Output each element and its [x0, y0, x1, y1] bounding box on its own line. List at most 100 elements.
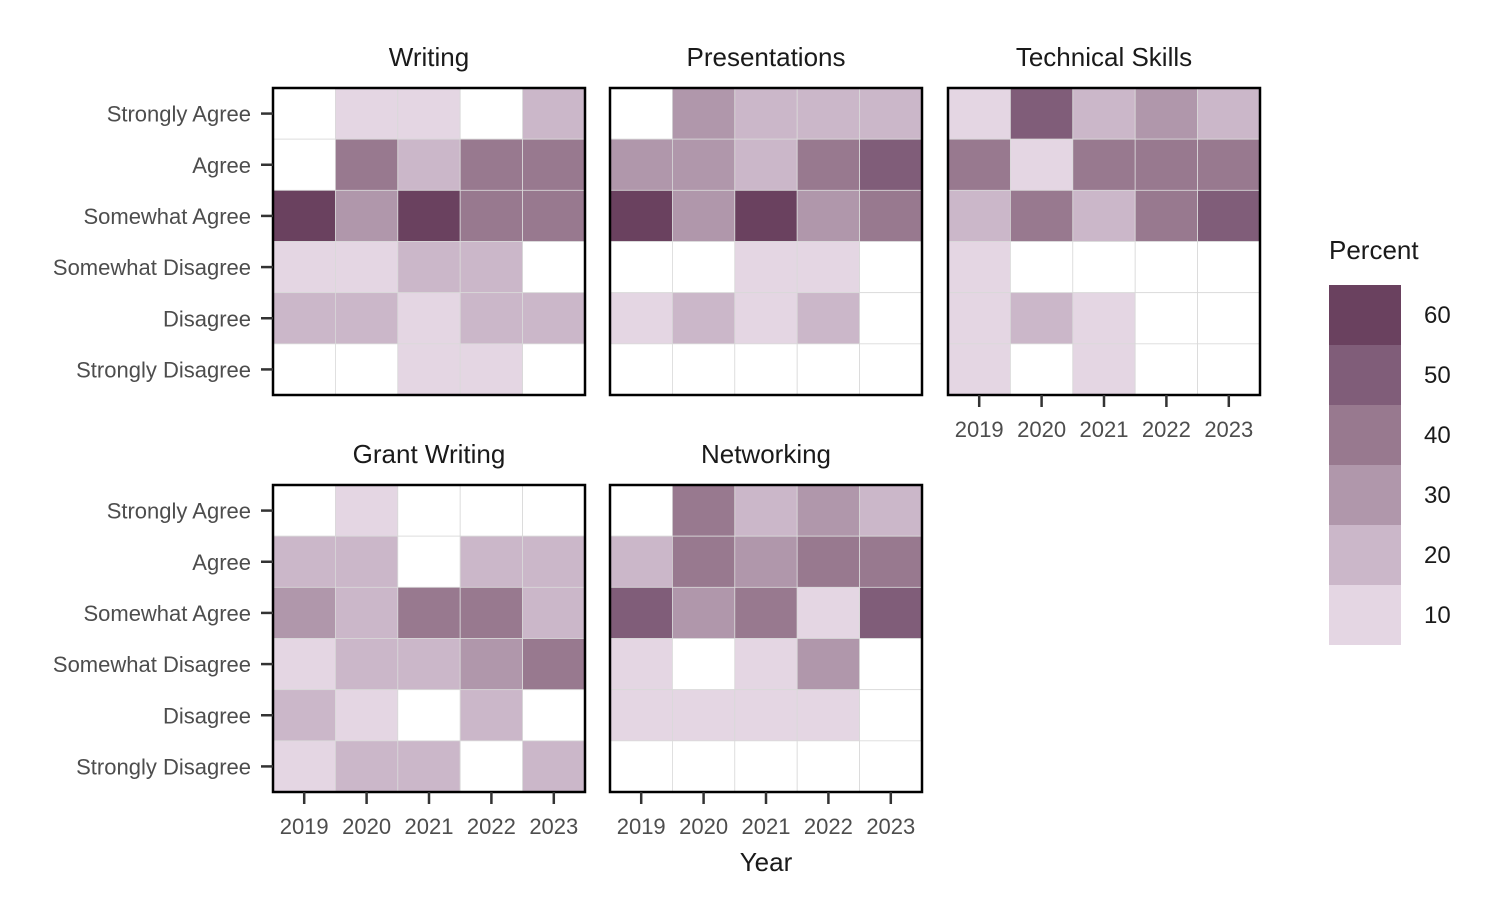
heatmap-cell — [459, 638, 524, 691]
legend-swatch — [1329, 405, 1401, 465]
heatmap-cell — [397, 484, 461, 537]
heatmap-cell — [672, 87, 736, 140]
heatmap-cell — [334, 638, 399, 691]
heatmap-cell — [522, 343, 586, 396]
heatmap-cell — [459, 535, 524, 588]
legend: Percent 60 50 40 30 20 10 — [1329, 235, 1451, 645]
heatmap-cell — [397, 241, 461, 294]
heatmap-cell — [1197, 87, 1261, 140]
heatmap-cell — [522, 87, 586, 140]
heatmap-cell — [522, 586, 586, 639]
heatmap-cell — [1010, 87, 1074, 140]
heatmap-cell — [1197, 343, 1261, 396]
heatmap-cell — [1134, 292, 1198, 345]
heatmap-cell — [459, 189, 524, 242]
x-tick-label: 2019 — [955, 417, 1004, 442]
heatmap-cell — [334, 740, 399, 793]
heatmap-cell — [609, 689, 673, 742]
x-tick-label: 2022 — [467, 814, 516, 839]
heatmap-cell — [334, 87, 399, 140]
heatmap-cell — [859, 292, 923, 345]
panel-border — [271, 86, 587, 397]
heatmap-cell — [947, 292, 1011, 345]
heatmap-cell — [334, 241, 399, 294]
heatmap-cell — [859, 689, 923, 742]
heatmap-cell — [334, 138, 399, 191]
heatmap-cell — [459, 241, 524, 294]
y-tick-label: Agree — [192, 550, 251, 575]
legend-swatch — [1329, 465, 1401, 525]
panel-title: Networking — [701, 439, 831, 469]
facet-writing: Writing Strongly Agree Agree Somewhat Agree… — [53, 42, 587, 397]
heatmap-cell — [459, 586, 524, 639]
legend-swatch — [1329, 585, 1401, 645]
heatmap-cell — [272, 292, 336, 345]
heatmap-cell — [609, 189, 673, 242]
y-tick-label: Somewhat Agree — [83, 601, 251, 626]
heatmap-cell — [609, 87, 673, 140]
heatmap-cell — [1072, 87, 1136, 140]
heatmap-cell — [459, 138, 524, 191]
facet-networking: Networking 2019 2020 2021 2022 2023 — [608, 439, 924, 839]
heatmap-cell — [859, 484, 923, 537]
heatmap-cell — [522, 484, 586, 537]
heatmap-cell — [459, 343, 524, 396]
legend-label: 60 — [1424, 302, 1451, 329]
heatmap-cell — [672, 740, 736, 793]
y-tick-label: Strongly Disagree — [76, 754, 251, 779]
heatmap-cell — [522, 241, 586, 294]
heatmap-cell — [672, 292, 736, 345]
heatmap-cell — [1010, 343, 1074, 396]
heatmap-cell — [672, 484, 736, 537]
legend-label: 20 — [1424, 542, 1451, 569]
y-tick-label: Somewhat Disagree — [53, 255, 251, 280]
heatmap-cell — [1072, 241, 1136, 294]
heatmap-cell — [272, 87, 336, 140]
heatmap-cell — [672, 638, 736, 691]
heatmap-cell — [734, 689, 798, 742]
heatmap-cell — [459, 689, 524, 742]
panel-title: Writing — [389, 42, 469, 72]
heatmap-cell — [796, 138, 861, 191]
heatmap-cell — [796, 484, 861, 537]
heatmap-cell — [1134, 241, 1198, 294]
heatmap-cell — [734, 343, 798, 396]
heatmap-cell — [672, 343, 736, 396]
heatmap-cell — [859, 138, 923, 191]
heatmap-cell — [859, 189, 923, 242]
heatmap-cell — [1072, 292, 1136, 345]
heatmap-cell — [947, 87, 1011, 140]
heatmap-cell — [334, 586, 399, 639]
heatmap-cell — [609, 343, 673, 396]
heatmap-cell — [859, 535, 923, 588]
heatmap-cell — [947, 343, 1011, 396]
heatmap-cell — [1010, 241, 1074, 294]
heatmap-cell — [397, 189, 461, 242]
x-tick-label: 2019 — [617, 814, 666, 839]
facet-grant-writing: Grant Writing Strongly Agree Agree Somewhat… — [53, 439, 587, 839]
heatmap-cell — [947, 189, 1011, 242]
y-tick-label: Strongly Agree — [107, 499, 251, 524]
heatmap-cell — [609, 586, 673, 639]
heatmap-cell — [334, 343, 399, 396]
heatmap-cell — [459, 292, 524, 345]
heatmap-cell — [796, 586, 861, 639]
facet-technical-skills: Technical Skills 2019 2020 2021 2022 2023 — [946, 42, 1262, 442]
heatmap-cell — [1010, 292, 1074, 345]
panel-border — [608, 86, 924, 397]
heatmap-cell — [522, 292, 586, 345]
y-tick-label: Disagree — [163, 306, 251, 331]
heatmap-cell — [397, 292, 461, 345]
heatmap-cell — [609, 241, 673, 294]
facet-presentations: Presentations — [608, 42, 924, 397]
x-tick-label: 2020 — [1017, 417, 1066, 442]
heatmap-cell — [1134, 138, 1198, 191]
legend-label: 50 — [1424, 362, 1451, 389]
heatmap-cell — [522, 138, 586, 191]
legend-label: 30 — [1424, 482, 1451, 509]
heatmap-cell — [334, 292, 399, 345]
heatmap-cell — [734, 241, 798, 294]
heatmap-cell — [734, 87, 798, 140]
